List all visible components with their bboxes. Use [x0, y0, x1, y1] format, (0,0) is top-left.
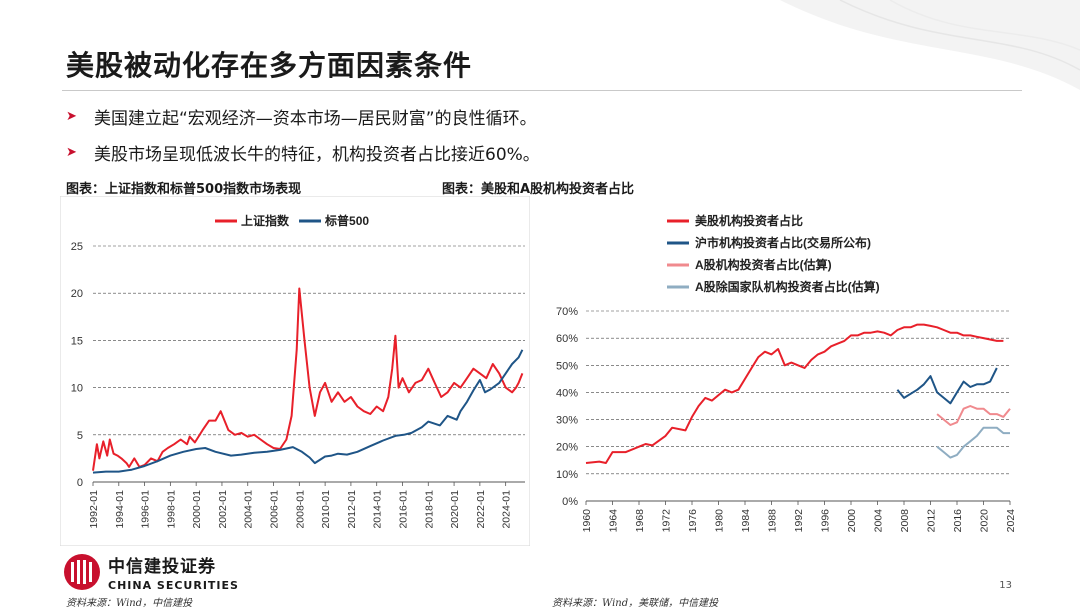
- y-tick-label: 30%: [556, 415, 578, 427]
- x-tick-label: 2000-01: [191, 490, 203, 529]
- x-tick-label: 1984: [740, 509, 752, 533]
- x-tick-label: 1968: [634, 509, 646, 533]
- x-tick-label: 2002-01: [217, 490, 229, 529]
- x-tick-label: 2012: [926, 509, 938, 533]
- x-tick-label: 2022-01: [475, 490, 487, 529]
- shanghai-sp500-line-chart: 0 5 10 15 20 25 1992-01 1994-01 1996-01 1998-01 2…: [60, 196, 530, 546]
- series-line: [936, 426, 1010, 459]
- y-tick-label: 15: [71, 335, 83, 347]
- arrow-right-icon: ➤: [66, 145, 77, 160]
- x-tick-label: 2020-01: [449, 490, 461, 529]
- x-tick-label: 2020: [979, 509, 991, 533]
- y-tick-label: 0%: [562, 496, 578, 508]
- x-tick-label: 2004: [873, 509, 885, 533]
- x-tick-label: 2004-01: [243, 490, 255, 529]
- x-tick-label: 1998-01: [165, 490, 177, 529]
- logo-english-name: CHINA SECURITIES: [108, 579, 239, 592]
- page-title: 美股被动化存在多方面因素条件: [66, 49, 473, 82]
- x-tick-label: 2016-01: [397, 490, 409, 529]
- x-tick-label: 2018-01: [423, 490, 435, 529]
- x-tick-label: 2024: [1005, 509, 1017, 533]
- y-tick-label: 70%: [556, 306, 578, 318]
- source-note-right: 资料来源：Wind，美联储，中信建投: [552, 598, 719, 609]
- x-tick-label: 1960: [581, 509, 593, 533]
- x-tick-label: 1992-01: [88, 490, 100, 529]
- x-tick-label: 2008: [899, 509, 911, 533]
- y-tick-label: 20%: [556, 442, 578, 454]
- decorative-waves: [780, 0, 1080, 90]
- y-tick-label: 10: [71, 383, 83, 395]
- x-tick-label: 2006-01: [269, 490, 281, 529]
- series-line: [896, 367, 998, 405]
- company-logo: 中信建投证券 CHINA SECURITIES: [62, 552, 239, 592]
- y-tick-label: 5: [77, 430, 83, 442]
- x-tick-label: 1980: [714, 509, 726, 533]
- x-tick-label: 1972: [661, 509, 673, 533]
- source-note-left: 资料来源：Wind，中信建投: [66, 598, 193, 609]
- legend-label: 标普500: [324, 213, 369, 228]
- legend-label: A股机构投资者占比(估算): [695, 257, 832, 272]
- x-tick-label: 1964: [608, 509, 620, 533]
- title-divider: [62, 90, 1022, 91]
- legend-label: 美股机构投资者占比: [695, 213, 803, 228]
- series-line: [92, 349, 524, 474]
- series-line: [936, 405, 1011, 426]
- bullet-text: 美国建立起“宏观经济—资本市场—居民财富”的良性循环。: [94, 109, 537, 129]
- x-tick-label: 1996: [820, 509, 832, 533]
- bullet-item-1: ➤ 美国建立起“宏观经济—资本市场—居民财富”的良性循环。: [66, 104, 537, 129]
- x-tick-label: 2010-01: [320, 490, 332, 529]
- logo-chinese-name: 中信建投证券: [108, 557, 216, 577]
- bullet-text: 美股市场呈现低波长牛的特征，机构投资者占比接近60%。: [94, 145, 540, 165]
- x-tick-label: 1976: [687, 509, 699, 533]
- x-tick-label: 2016: [952, 509, 964, 533]
- legend-label: A股除国家队机构投资者占比(估算): [695, 279, 880, 294]
- bullet-item-2: ➤ 美股市场呈现低波长牛的特征，机构投资者占比接近60%。: [66, 140, 540, 165]
- y-tick-label: 40%: [556, 387, 578, 399]
- chart-caption-right: 图表：美股和A股机构投资者占比: [442, 182, 635, 197]
- page-number: 13: [999, 580, 1012, 591]
- series-line: [585, 323, 1004, 464]
- y-tick-label: 20: [71, 288, 83, 300]
- x-tick-label: 2008-01: [294, 490, 306, 529]
- y-tick-label: 60%: [556, 333, 578, 345]
- legend-label: 上证指数: [241, 213, 290, 228]
- series-line: [92, 287, 524, 471]
- y-tick-label: 0: [77, 477, 83, 489]
- x-tick-label: 1994-01: [114, 490, 126, 529]
- legend-label: 沪市机构投资者占比(交易所公布): [695, 235, 871, 250]
- institutional-investor-share-chart: 0% 10% 20% 30% 40% 50% 60% 70% 1960 1964 1968 1972…: [556, 213, 1017, 533]
- y-tick-label: 50%: [556, 360, 578, 372]
- x-tick-label: 2000: [846, 509, 858, 533]
- arrow-right-icon: ➤: [66, 109, 77, 124]
- y-tick-label: 10%: [556, 469, 578, 481]
- china-securities-emblem-icon: [64, 554, 100, 590]
- x-tick-label: 1996-01: [140, 490, 152, 529]
- x-tick-label: 1988: [767, 509, 779, 533]
- x-tick-label: 2012-01: [346, 490, 358, 529]
- x-tick-label: 1992: [793, 509, 805, 533]
- y-tick-label: 25: [71, 241, 83, 253]
- x-tick-label: 2014-01: [372, 490, 384, 529]
- x-tick-label: 2024-01: [501, 490, 513, 529]
- chart-caption-left: 图表：上证指数和标普500指数市场表现: [66, 182, 302, 197]
